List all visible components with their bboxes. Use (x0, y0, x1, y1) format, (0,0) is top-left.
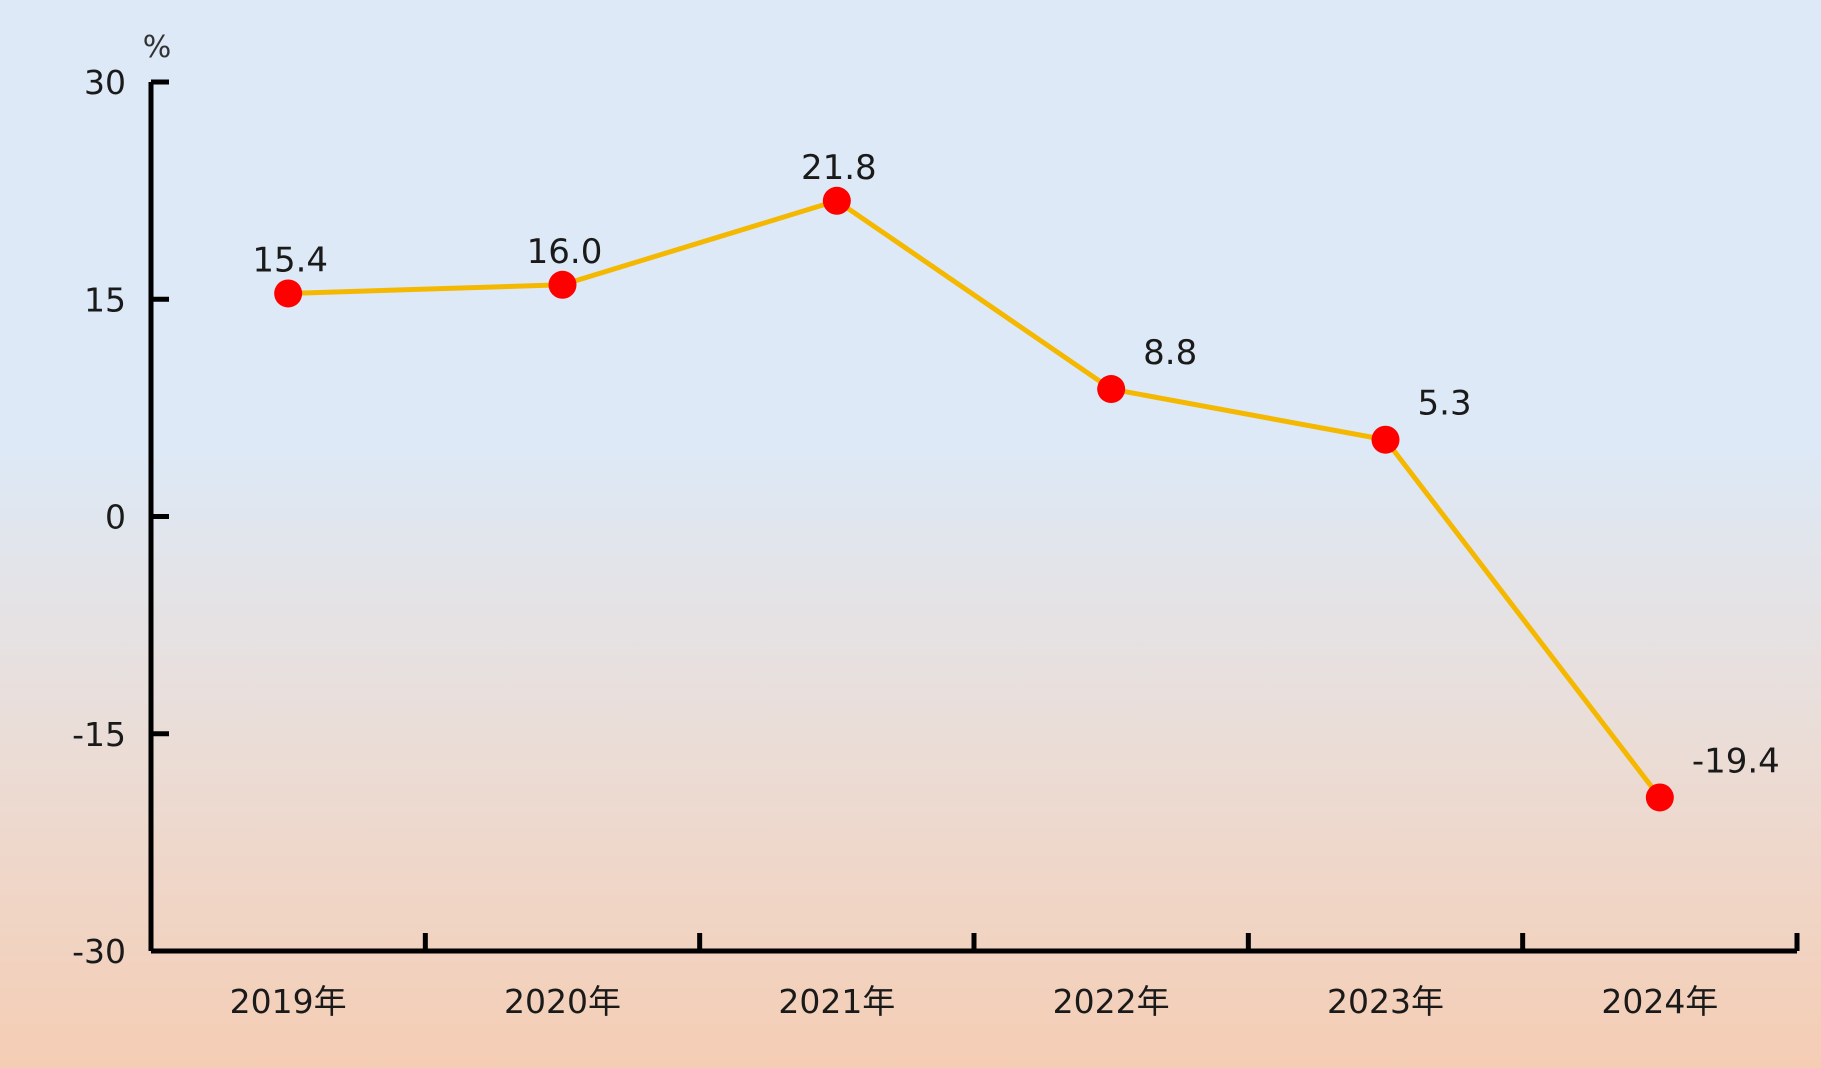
axes: 30 15 0 -15 -30 2019年 2020年 2021年 2022年 2023年 202… (72, 63, 1800, 1021)
y-tick-label: 15 (84, 280, 126, 319)
x-tick-label: 2020年 (504, 982, 621, 1021)
x-tick-label: 2021年 (778, 982, 895, 1021)
data-label: 21.8 (801, 148, 877, 188)
data-labels: 15.4 16.0 21.8 8.8 5.3 -19.4 (252, 148, 1780, 782)
x-tick-label: 2023年 (1327, 982, 1444, 1021)
y-tick-label: 30 (84, 63, 126, 102)
data-label: -19.4 (1692, 741, 1780, 781)
y-tick-label: -30 (72, 932, 126, 971)
data-label: 8.8 (1143, 333, 1197, 373)
y-tick-label: -15 (72, 715, 126, 754)
data-markers (274, 186, 1674, 812)
data-point-marker (1645, 783, 1674, 812)
x-axis-ticks: 2019年 2020年 2021年 2022年 2023年 2024年 (230, 933, 1800, 1021)
x-tick-label: 2022年 (1053, 982, 1170, 1021)
data-point-marker (1371, 425, 1400, 454)
data-point-marker (548, 270, 577, 299)
data-label: 15.4 (252, 240, 328, 280)
y-tick-label: 0 (105, 498, 126, 537)
y-axis-ticks: 30 15 0 -15 -30 (72, 63, 169, 971)
data-point-marker (1097, 375, 1126, 404)
x-tick-label: 2019年 (230, 982, 347, 1021)
data-label: 16.0 (527, 232, 603, 272)
x-tick-label: 2024年 (1601, 982, 1718, 1021)
data-label: 5.3 (1418, 384, 1472, 424)
y-axis-unit-label: % (143, 30, 172, 65)
data-point-marker (274, 279, 303, 308)
series-line (288, 198, 1662, 799)
data-point-marker (822, 186, 851, 215)
